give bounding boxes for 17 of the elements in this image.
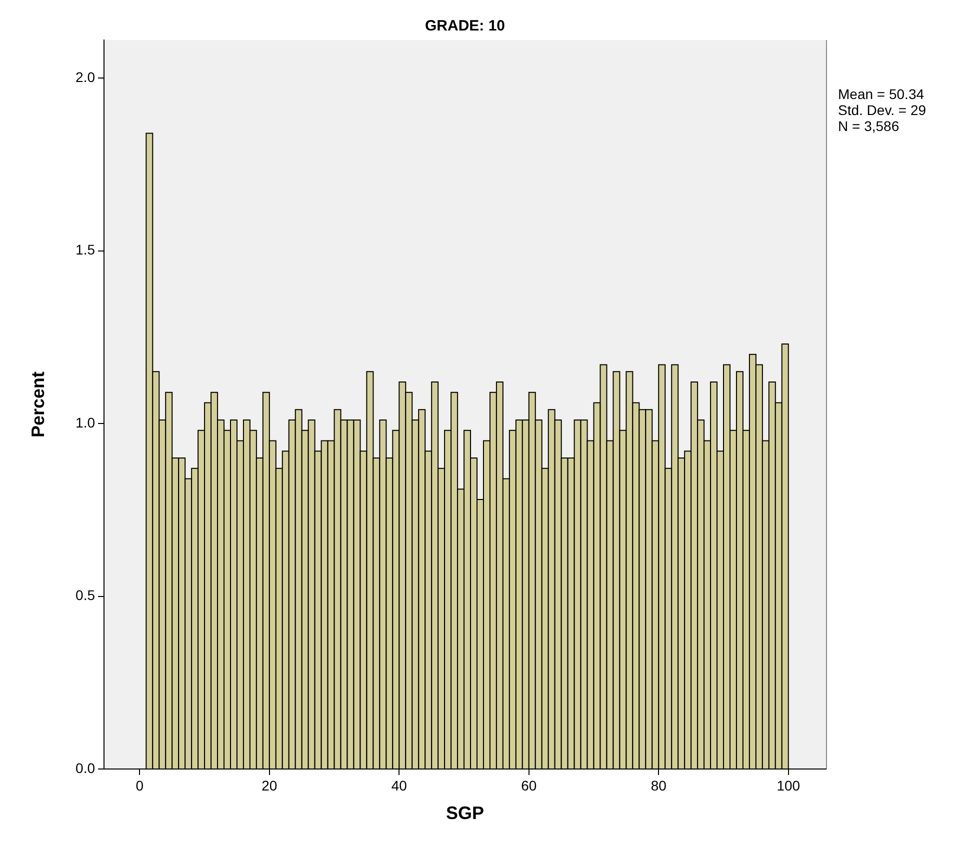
x-tick-label: 80: [650, 777, 667, 794]
y-axis-title: Percent: [28, 371, 48, 438]
y-tick-label: 0.5: [76, 587, 96, 604]
x-axis-title: SGP: [446, 803, 484, 824]
x-tick-label: 0: [136, 777, 144, 794]
text: Std. Dev. = 29: [838, 102, 926, 118]
x-tick-label: 60: [521, 777, 537, 794]
x-tick-label: 40: [391, 777, 408, 794]
text: Mean = 50.34: [838, 86, 924, 102]
y-tick-label: 1.0: [76, 414, 96, 430]
y-tick-label: 2.0: [76, 68, 96, 85]
x-tick-label: 100: [776, 777, 800, 794]
chart-title: GRADE: 10: [424, 18, 506, 35]
y-tick-label: 0.0: [76, 760, 96, 776]
text: N = 3,586: [838, 118, 900, 134]
x-tick-label: 20: [262, 777, 278, 794]
y-tick-label: 1.5: [76, 242, 96, 258]
